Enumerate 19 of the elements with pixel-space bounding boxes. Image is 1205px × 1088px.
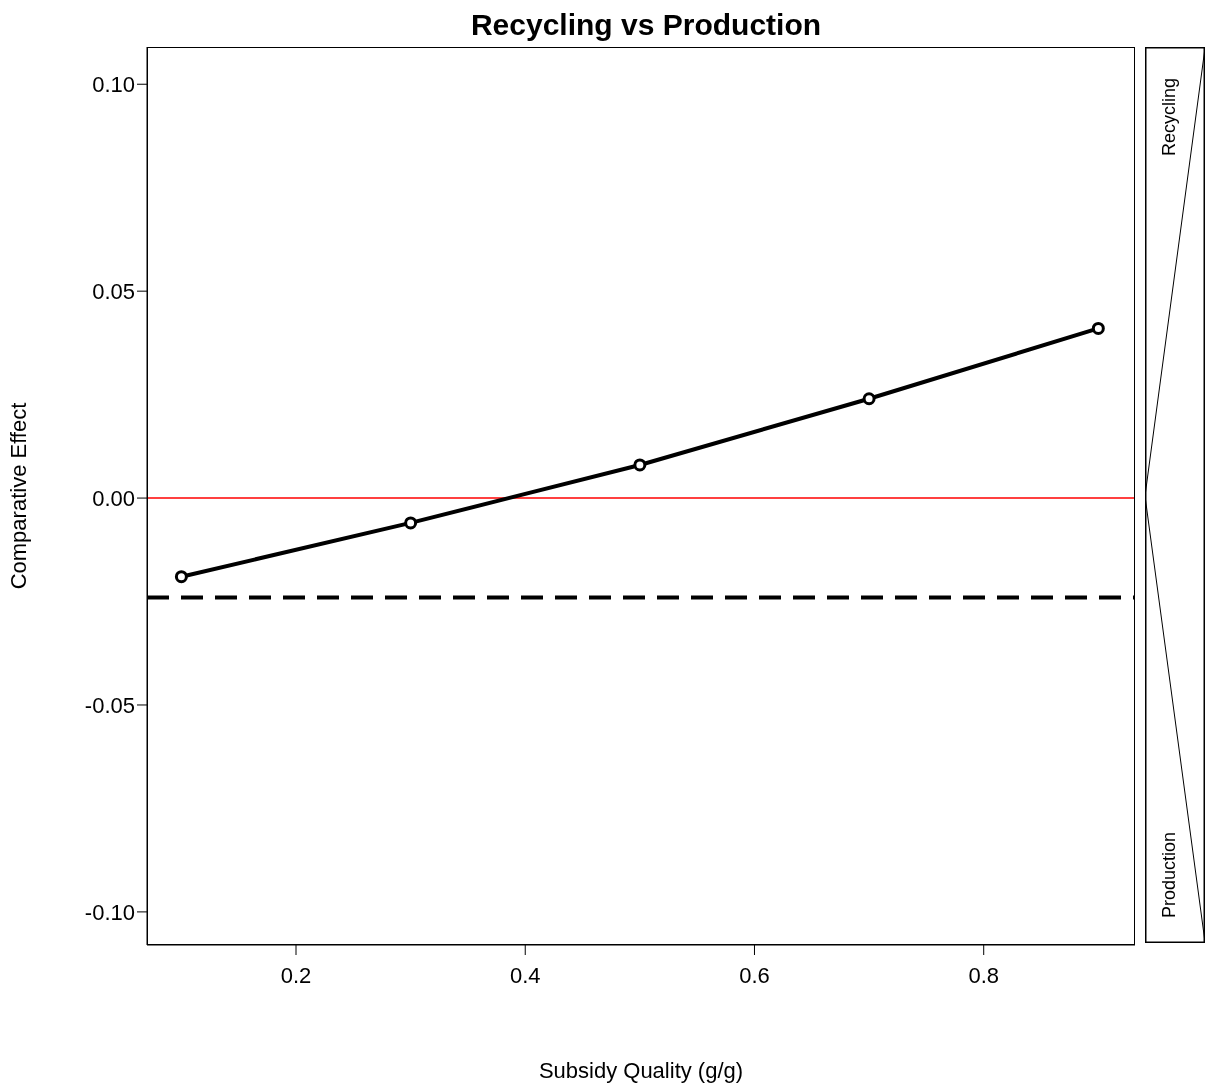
- point: [174, 570, 188, 584]
- point: [862, 392, 876, 406]
- y-tick-label: 0.10: [92, 72, 135, 98]
- point: [633, 458, 647, 472]
- x-tick-label: 0.4: [509, 962, 541, 988]
- y-axis-title: Comparative Effect: [5, 402, 31, 590]
- x-tick-label: 0.8: [968, 962, 999, 988]
- chart-title: Recycling vs Production: [469, 8, 823, 42]
- y-tick-label: -0.05: [84, 692, 135, 718]
- x-tick-label: 0.2: [280, 962, 312, 988]
- y-tick-label: 0.00: [92, 485, 135, 511]
- text: Production: [1158, 831, 1180, 919]
- text: Recycling: [1158, 77, 1180, 157]
- x-axis-title: Subsidy Quality (g/g): [538, 1058, 744, 1083]
- point: [1091, 321, 1105, 335]
- x-tick-label: 0.6: [739, 962, 770, 988]
- point: [404, 516, 418, 530]
- y-tick-label: 0.05: [92, 278, 135, 304]
- y-tick-label: -0.10: [84, 899, 135, 925]
